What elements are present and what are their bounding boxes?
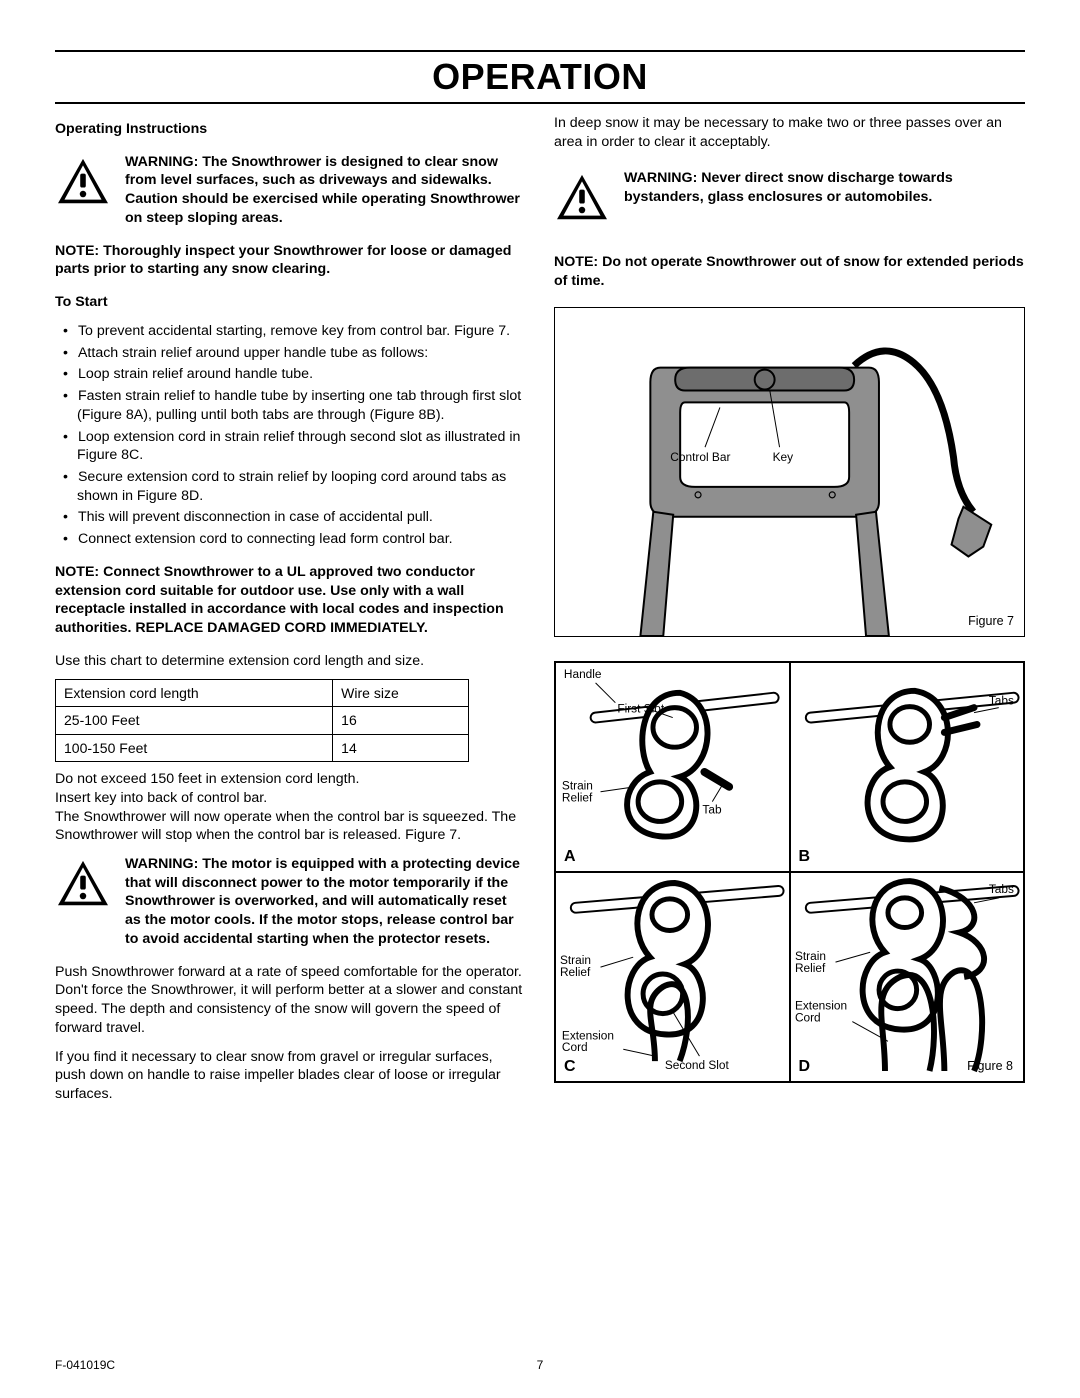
table-cell: 14 bbox=[333, 734, 469, 761]
cell-label-c: C bbox=[564, 1056, 576, 1077]
warning-text-2: WARNING: The motor is equipped with a pr… bbox=[125, 855, 526, 949]
operating-instructions-heading: Operating Instructions bbox=[55, 120, 526, 139]
two-columns: Operating Instructions WARNING: The Snow… bbox=[55, 114, 1025, 1114]
table-cell: Extension cord length bbox=[56, 679, 333, 706]
right-column: In deep snow it may be necessary to make… bbox=[554, 114, 1025, 1114]
warning-text-3: WARNING: Never direct snow discharge tow… bbox=[624, 169, 1025, 206]
svg-text:Tabs: Tabs bbox=[988, 694, 1013, 708]
svg-text:Relief: Relief bbox=[794, 961, 825, 975]
svg-text:Second Slot: Second Slot bbox=[665, 1058, 730, 1072]
chart-intro: Use this chart to determine extension co… bbox=[55, 652, 526, 671]
table-cell: 16 bbox=[333, 707, 469, 734]
svg-text:Tabs: Tabs bbox=[988, 882, 1013, 896]
left-column: Operating Instructions WARNING: The Snow… bbox=[55, 114, 526, 1114]
to-start-heading: To Start bbox=[55, 293, 526, 312]
note-2: NOTE: Connect Snowthrower to a UL approv… bbox=[55, 563, 526, 638]
svg-text:Handle: Handle bbox=[564, 667, 602, 681]
table-cell: Wire size bbox=[333, 679, 469, 706]
svg-text:First Slot: First Slot bbox=[617, 702, 664, 716]
table-cell: 100-150 Feet bbox=[56, 734, 333, 761]
figure-8d-cell: Tabs Strain Relief Extension Cord D Figu… bbox=[790, 872, 1025, 1082]
figure-7-svg: Control Bar Key bbox=[555, 308, 1024, 636]
footer-page-number: 7 bbox=[537, 1358, 544, 1372]
warning-block-3: WARNING: Never direct snow discharge tow… bbox=[554, 169, 1025, 223]
list-item: Secure extension cord to strain relief b… bbox=[55, 468, 526, 505]
svg-text:Relief: Relief bbox=[560, 965, 591, 979]
page-title: OPERATION bbox=[55, 56, 1025, 104]
svg-text:Cord: Cord bbox=[562, 1040, 588, 1054]
cell-label-a: A bbox=[564, 846, 576, 867]
footer-doc-id: F-041019C bbox=[55, 1358, 115, 1372]
figure-8a-cell: Handle First Slot Tab Strain Relief A bbox=[555, 662, 790, 872]
deep-snow-para: In deep snow it may be necessary to make… bbox=[554, 114, 1025, 151]
warning-text-1: WARNING: The Snowthrower is designed to … bbox=[125, 153, 526, 228]
svg-text:Cord: Cord bbox=[794, 1010, 820, 1024]
svg-text:Relief: Relief bbox=[562, 791, 593, 805]
note-1: NOTE: Thoroughly inspect your Snowthrowe… bbox=[55, 242, 526, 279]
warning-icon bbox=[55, 859, 111, 909]
gravel-para: If you find it necessary to clear snow f… bbox=[55, 1048, 526, 1104]
figure-8-caption: Figure 8 bbox=[967, 1058, 1013, 1075]
warning-block-1: WARNING: The Snowthrower is designed to … bbox=[55, 153, 526, 228]
table-row: 25-100 Feet 16 bbox=[56, 707, 469, 734]
table-row: 100-150 Feet 14 bbox=[56, 734, 469, 761]
after-table-para: Do not exceed 150 feet in extension cord… bbox=[55, 770, 526, 845]
footer: F-041019C 7 bbox=[55, 1358, 1025, 1372]
figure-8b-cell: Tabs B bbox=[790, 662, 1025, 872]
cell-label-b: B bbox=[799, 846, 811, 867]
list-item: Loop strain relief around handle tube. bbox=[55, 365, 526, 384]
list-item: Attach strain relief around upper handle… bbox=[55, 344, 526, 363]
table-row: Extension cord length Wire size bbox=[56, 679, 469, 706]
list-item: Connect extension cord to connecting lea… bbox=[55, 530, 526, 549]
figure-8c-cell: Strain Relief Extension Cord Second Slot… bbox=[555, 872, 790, 1082]
warning-block-2: WARNING: The motor is equipped with a pr… bbox=[55, 855, 526, 949]
svg-text:Tab: Tab bbox=[702, 802, 722, 816]
list-item: Fasten strain relief to handle tube by i… bbox=[55, 387, 526, 424]
cell-label-d: D bbox=[799, 1056, 811, 1077]
top-rule bbox=[55, 50, 1025, 52]
figure-8-box: Handle First Slot Tab Strain Relief A bbox=[554, 661, 1025, 1083]
list-item: This will prevent disconnection in case … bbox=[55, 508, 526, 527]
control-bar-label: Control Bar bbox=[670, 450, 730, 464]
to-start-list: To prevent accidental starting, remove k… bbox=[55, 322, 526, 549]
warning-icon bbox=[55, 157, 111, 207]
key-label: Key bbox=[773, 450, 794, 464]
figure-7-caption: Figure 7 bbox=[968, 613, 1014, 630]
note-3: NOTE: Do not operate Snowthrower out of … bbox=[554, 253, 1025, 290]
figure-7-box: Control Bar Key Figure 7 bbox=[554, 307, 1025, 637]
push-para: Push Snowthrower forward at a rate of sp… bbox=[55, 963, 526, 1038]
cord-table: Extension cord length Wire size 25-100 F… bbox=[55, 679, 469, 762]
table-cell: 25-100 Feet bbox=[56, 707, 333, 734]
list-item: Loop extension cord in strain relief thr… bbox=[55, 428, 526, 465]
warning-icon bbox=[554, 173, 610, 223]
list-item: To prevent accidental starting, remove k… bbox=[55, 322, 526, 341]
